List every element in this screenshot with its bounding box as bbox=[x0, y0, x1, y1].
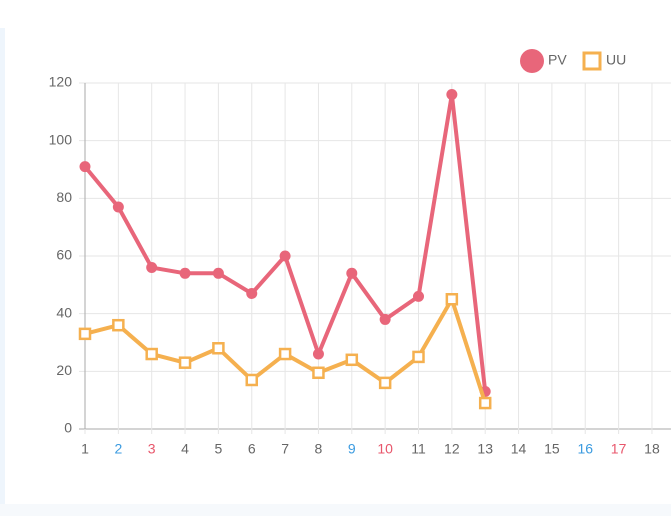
point bbox=[279, 250, 291, 262]
point bbox=[79, 161, 91, 173]
x-tick-label: 3 bbox=[148, 441, 156, 457]
point bbox=[146, 262, 158, 274]
x-tick-label: 16 bbox=[577, 441, 593, 457]
legend-marker bbox=[520, 49, 544, 73]
point bbox=[212, 342, 225, 355]
point bbox=[145, 347, 158, 361]
y-tick-label: 20 bbox=[56, 362, 72, 378]
point bbox=[178, 356, 192, 369]
point bbox=[446, 89, 458, 101]
point bbox=[413, 290, 424, 302]
point bbox=[179, 267, 191, 279]
point bbox=[378, 376, 392, 390]
x-tick-label: 17 bbox=[611, 441, 627, 457]
bottom-border bbox=[0, 504, 671, 516]
y-tick-label: 60 bbox=[56, 247, 72, 263]
x-tick-label: 15 bbox=[544, 441, 560, 457]
legend-marker bbox=[582, 51, 602, 71]
x-tick-label: 14 bbox=[511, 441, 527, 457]
point bbox=[478, 396, 492, 410]
point bbox=[246, 287, 258, 299]
point bbox=[312, 348, 324, 360]
point bbox=[445, 293, 459, 306]
legend-label: UU bbox=[606, 52, 626, 68]
y-tick-label: 40 bbox=[56, 304, 72, 320]
point bbox=[245, 373, 258, 387]
point bbox=[312, 366, 325, 380]
x-tick-label: 7 bbox=[281, 441, 289, 457]
y-tick-label: 80 bbox=[56, 189, 72, 205]
y-tick-label: 100 bbox=[49, 131, 73, 147]
legend-label: PV bbox=[548, 52, 567, 68]
x-tick-label: 1 bbox=[81, 441, 89, 457]
point bbox=[346, 267, 358, 279]
point bbox=[345, 353, 359, 367]
x-tick-label: 8 bbox=[315, 441, 323, 457]
x-tick-label: 18 bbox=[644, 441, 660, 457]
side-border bbox=[0, 28, 5, 504]
x-tick-label: 13 bbox=[477, 441, 493, 457]
y-tick-label: 120 bbox=[49, 74, 73, 90]
point bbox=[112, 318, 125, 332]
x-tick-label: 11 bbox=[411, 441, 426, 457]
point bbox=[412, 350, 425, 364]
x-tick-label: 2 bbox=[114, 441, 122, 457]
y-tick-label: 0 bbox=[64, 420, 72, 436]
x-tick-label: 12 bbox=[444, 441, 460, 457]
point bbox=[78, 327, 92, 341]
x-tick-label: 4 bbox=[181, 441, 189, 457]
x-tick-label: 9 bbox=[348, 441, 356, 457]
x-tick-label: 6 bbox=[248, 441, 256, 457]
x-tick-label: 10 bbox=[377, 441, 393, 457]
x-tick-label: 5 bbox=[215, 441, 223, 457]
point bbox=[278, 347, 292, 361]
point bbox=[379, 313, 391, 325]
point bbox=[112, 201, 124, 213]
point bbox=[212, 267, 224, 279]
